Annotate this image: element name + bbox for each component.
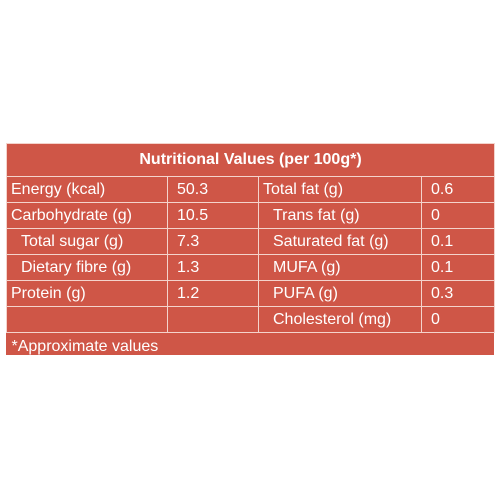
nutrition-table: Nutritional Values (per 100g*) Energy (k… [5,143,496,361]
table-row: Cholesterol (mg) 0 [6,306,496,333]
nutrient-value: 0 [420,202,496,229]
nutrient-value: 0.1 [420,254,496,281]
empty-cell [167,306,259,333]
nutrition-panel: Nutritional Values (per 100g*) Energy (k… [5,143,496,361]
nutrient-value: 1.2 [167,280,259,307]
nutrient-label: MUFA (g) [258,254,422,281]
nutrient-label: Total sugar (g) [6,228,168,255]
footnote-row: *Approximate values [6,332,495,361]
table-row: Protein (g) 1.2 PUFA (g) 0.3 [6,280,496,307]
nutrient-label: Dietary fibre (g) [6,254,168,281]
nutrient-label: Trans fat (g) [258,202,422,229]
nutrient-label: Saturated fat (g) [258,228,422,255]
nutrient-value: 0.1 [420,228,496,255]
table-row: Energy (kcal) 50.3 Total fat (g) 0.6 [6,176,496,203]
nutrient-value: 50.3 [167,176,259,203]
title-row: Nutritional Values (per 100g*) [5,143,496,177]
table-row: Carbohydrate (g) 10.5 Trans fat (g) 0 [6,202,496,229]
nutrient-value: 0.3 [420,280,496,307]
nutrient-label: Total fat (g) [258,176,422,203]
nutrient-value: 0.6 [420,176,496,203]
nutrient-value: 10.5 [167,202,259,229]
nutrient-value: 0 [420,306,496,333]
nutrient-value: 1.3 [167,254,259,281]
nutrient-value: 7.3 [167,228,259,255]
nutrient-label: Protein (g) [6,280,168,307]
footnote: *Approximate values [6,332,495,361]
nutrient-label: Carbohydrate (g) [6,202,168,229]
table-row: Total sugar (g) 7.3 Saturated fat (g) 0.… [6,228,496,255]
nutrient-label: PUFA (g) [258,280,422,307]
nutrient-label: Cholesterol (mg) [258,306,422,333]
empty-cell [6,306,168,333]
table-title: Nutritional Values (per 100g*) [5,143,496,177]
nutrient-label: Energy (kcal) [6,176,168,203]
table-row: Dietary fibre (g) 1.3 MUFA (g) 0.1 [6,254,496,281]
